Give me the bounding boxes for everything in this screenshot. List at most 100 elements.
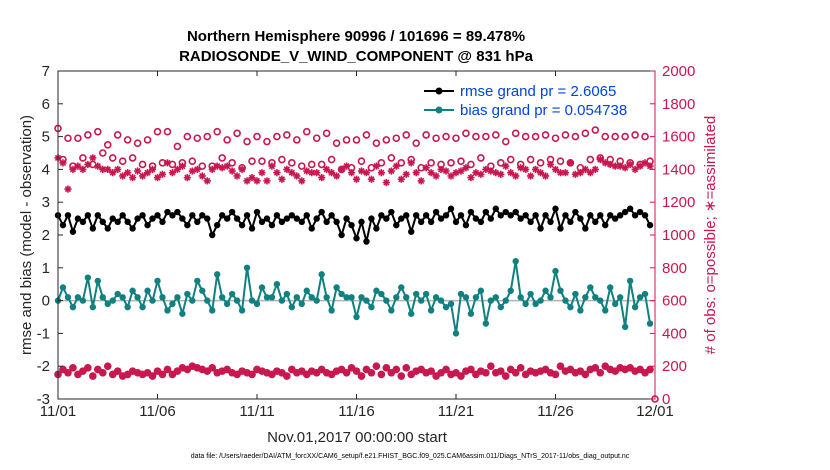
- obs-assimilated-point-stroke: [59, 159, 67, 166]
- bias-point: [149, 297, 156, 304]
- rmse-point: [129, 225, 136, 232]
- obs-assimilated-point-stroke: [557, 169, 564, 176]
- obs-assimilated-point-stroke: [209, 364, 216, 371]
- obs-assimilated-point: [437, 369, 445, 377]
- obs-assimilated-point-stroke: [627, 364, 634, 371]
- obs-possible-point: [243, 137, 251, 146]
- plot-area: [54, 124, 659, 403]
- bias-point: [607, 284, 614, 291]
- bias-point: [139, 303, 146, 311]
- obs-assimilated-point-stroke: [99, 166, 106, 173]
- rmse-point: [602, 221, 609, 229]
- bias-point: [636, 294, 644, 301]
- obs-assimilated-point-stroke: [134, 167, 141, 175]
- obs-possible-point: [387, 154, 396, 162]
- rmse-point: [353, 235, 360, 242]
- obs-assimilated-point: [372, 362, 380, 370]
- rmse-point: [209, 231, 216, 239]
- y-axis-right: 0 200 400 600 800 1000 1200 1400 1600 1800 2000: [650, 63, 695, 408]
- obs-assimilated-point: [109, 169, 117, 177]
- obs-assimilated-point-stroke: [452, 369, 460, 376]
- bias-point: [552, 267, 559, 275]
- obs-assimilated-point: [342, 162, 351, 170]
- obs-assimilated-point: [581, 370, 589, 378]
- obs-assimilated-point: [432, 172, 440, 180]
- obs-possible-point: [581, 129, 590, 138]
- y-tick-label: 4: [42, 161, 50, 178]
- obs-assimilated-point: [621, 164, 629, 172]
- obs-possible-point: [521, 132, 530, 141]
- bias-point: [626, 277, 634, 285]
- rmse-point: [537, 225, 544, 232]
- obs-possible-point: [621, 132, 629, 141]
- obs-assimilated-point-stroke: [482, 369, 489, 376]
- obs-possible-point: [138, 160, 147, 169]
- obs-assimilated-point-stroke: [437, 369, 445, 376]
- obs-assimilated-point: [561, 169, 570, 177]
- obs-assimilated-point: [64, 369, 72, 377]
- obs-assimilated-point: [104, 362, 112, 370]
- bias-point: [283, 290, 291, 298]
- obs-assimilated-point-stroke: [94, 163, 101, 170]
- rmse-point: [79, 218, 87, 226]
- obs-assimilated-point-stroke: [487, 363, 494, 370]
- obs-assimilated-point-stroke: [393, 163, 400, 170]
- obs-assimilated-point: [313, 369, 321, 377]
- obs-assimilated-point: [253, 177, 261, 185]
- rmse-point: [552, 205, 559, 212]
- obs-possible-point: [94, 127, 102, 136]
- bias-point: [452, 330, 460, 337]
- obs-assimilated-point-stroke: [194, 166, 201, 173]
- obs-possible-point: [312, 134, 321, 143]
- obs-assimilated-point: [427, 169, 435, 177]
- bias-point: [268, 294, 276, 301]
- obs-possible-point: [491, 131, 500, 139]
- obs-possible-point: [143, 136, 152, 144]
- obs-assimilated-point-stroke: [248, 371, 256, 378]
- obs-assimilated-point: [233, 172, 241, 180]
- obs-possible-point: [108, 154, 117, 162]
- obs-assimilated-point-stroke: [164, 159, 171, 166]
- bias-point: [154, 277, 161, 285]
- bias-point: [303, 287, 310, 294]
- bias-point: [323, 294, 330, 301]
- bias-point: [388, 307, 395, 314]
- obs-assimilated-point-stroke: [408, 371, 415, 378]
- obs-assimilated-point: [298, 367, 306, 375]
- bias-point: [492, 294, 499, 301]
- obs-assimilated-point-stroke: [298, 368, 305, 375]
- obs-assimilated-point-stroke: [477, 171, 484, 178]
- obs-possible-point: [332, 139, 341, 147]
- obs-assimilated-point-stroke: [502, 163, 509, 170]
- y-tick-label: 1: [42, 260, 50, 277]
- obs-assimilated-point: [138, 172, 147, 180]
- obs-assimilated-point-stroke: [557, 363, 564, 370]
- obs-assimilated-point: [362, 169, 371, 177]
- obs-assimilated-point-stroke: [253, 366, 261, 373]
- obs-assimilated-point: [422, 164, 430, 172]
- obs-assimilated-point: [278, 369, 286, 377]
- obs-assimilated-point-stroke: [467, 366, 475, 373]
- obs-assimilated-point-stroke: [323, 166, 330, 173]
- obs-possible-point: [263, 137, 271, 146]
- obs-assimilated-point-stroke: [204, 177, 211, 184]
- obs-assimilated-point: [158, 370, 167, 378]
- obs-assimilated-point: [163, 365, 172, 374]
- obs-assimilated-point: [104, 165, 112, 173]
- obs-possible-point: [477, 154, 485, 162]
- obs-possible-point: [462, 129, 470, 138]
- obs-assimilated-point-stroke: [348, 169, 355, 176]
- obs-assimilated-point-stroke: [442, 167, 450, 175]
- obs-assimilated-point-stroke: [338, 166, 345, 173]
- obs-possible-point: [506, 155, 515, 164]
- obs-possible-point: [482, 132, 490, 141]
- obs-assimilated-point-stroke: [308, 169, 315, 176]
- obs-possible-point: [98, 149, 107, 157]
- obs-assimilated-point: [248, 370, 256, 378]
- bias-point: [69, 303, 77, 311]
- obs-assimilated-point: [163, 159, 172, 167]
- rmse-point: [607, 212, 614, 219]
- rmse-point: [636, 208, 644, 216]
- rmse-point: [532, 212, 539, 219]
- obs-assimilated-point-stroke: [636, 163, 644, 170]
